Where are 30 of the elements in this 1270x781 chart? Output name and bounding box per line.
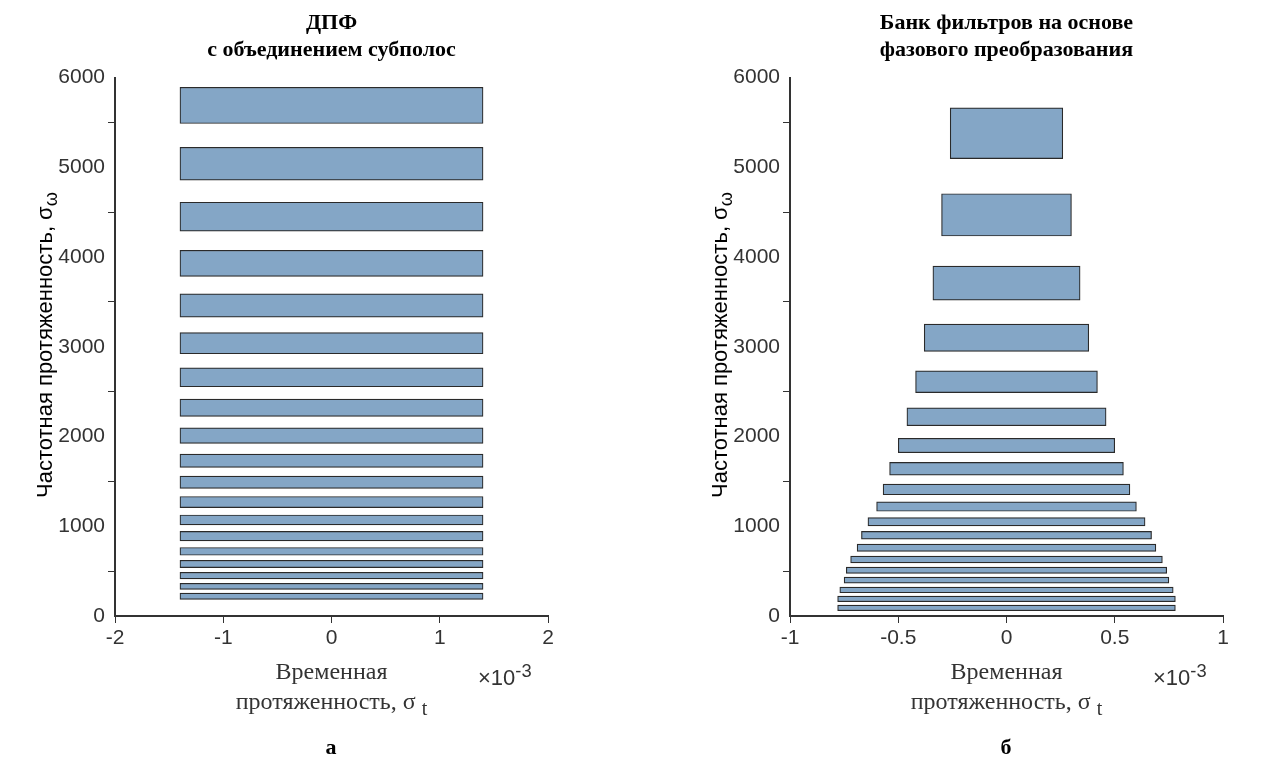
- x-tick-label: 2: [542, 625, 554, 649]
- y-tick-label: 4000: [733, 243, 780, 267]
- y-tick-label: 4000: [58, 243, 105, 267]
- x-tick-label: -0.5: [880, 625, 917, 649]
- y-tick-label: 3000: [58, 333, 105, 357]
- text: б: [1000, 734, 1012, 760]
- chart-title: ДПФ с объединением субполос: [206, 8, 457, 62]
- y-tick-label: 5000: [733, 154, 780, 178]
- y-tick-label: 6000: [58, 64, 105, 88]
- text: ×10$^{-3}$: [478, 660, 532, 692]
- x-tick-label: -2: [105, 625, 125, 649]
- text: ×10$^{-3}$: [1153, 660, 1207, 692]
- x-tick-label: 0: [325, 625, 338, 649]
- x-tick-label: 1: [433, 625, 446, 649]
- y-tick-label: 0: [93, 602, 105, 626]
- y-tick-label: 5000: [58, 154, 105, 178]
- x-tick-label: -1: [780, 625, 800, 649]
- x-tick-label: 1: [1217, 625, 1229, 649]
- chart-title: Банк фильтров на основе фазового преобразования: [878, 8, 1135, 62]
- y-tick-label: 1000: [733, 513, 780, 537]
- y-tick-label: 3000: [733, 333, 780, 357]
- x-tick-label: 0.5: [1100, 625, 1130, 649]
- x-axis-title: Временная протяженность, σ $_{t}$: [235, 658, 428, 719]
- x-tick-label: -1: [213, 625, 233, 649]
- y-tick-label: 6000: [733, 64, 780, 88]
- text: а: [325, 734, 337, 760]
- y-tick-label: 1000: [58, 513, 105, 537]
- y-tick-label: 0: [768, 602, 780, 626]
- x-axis-title: Временная протяженность, σ $_{t}$: [910, 658, 1103, 719]
- x-tick-label: 0: [1000, 625, 1013, 649]
